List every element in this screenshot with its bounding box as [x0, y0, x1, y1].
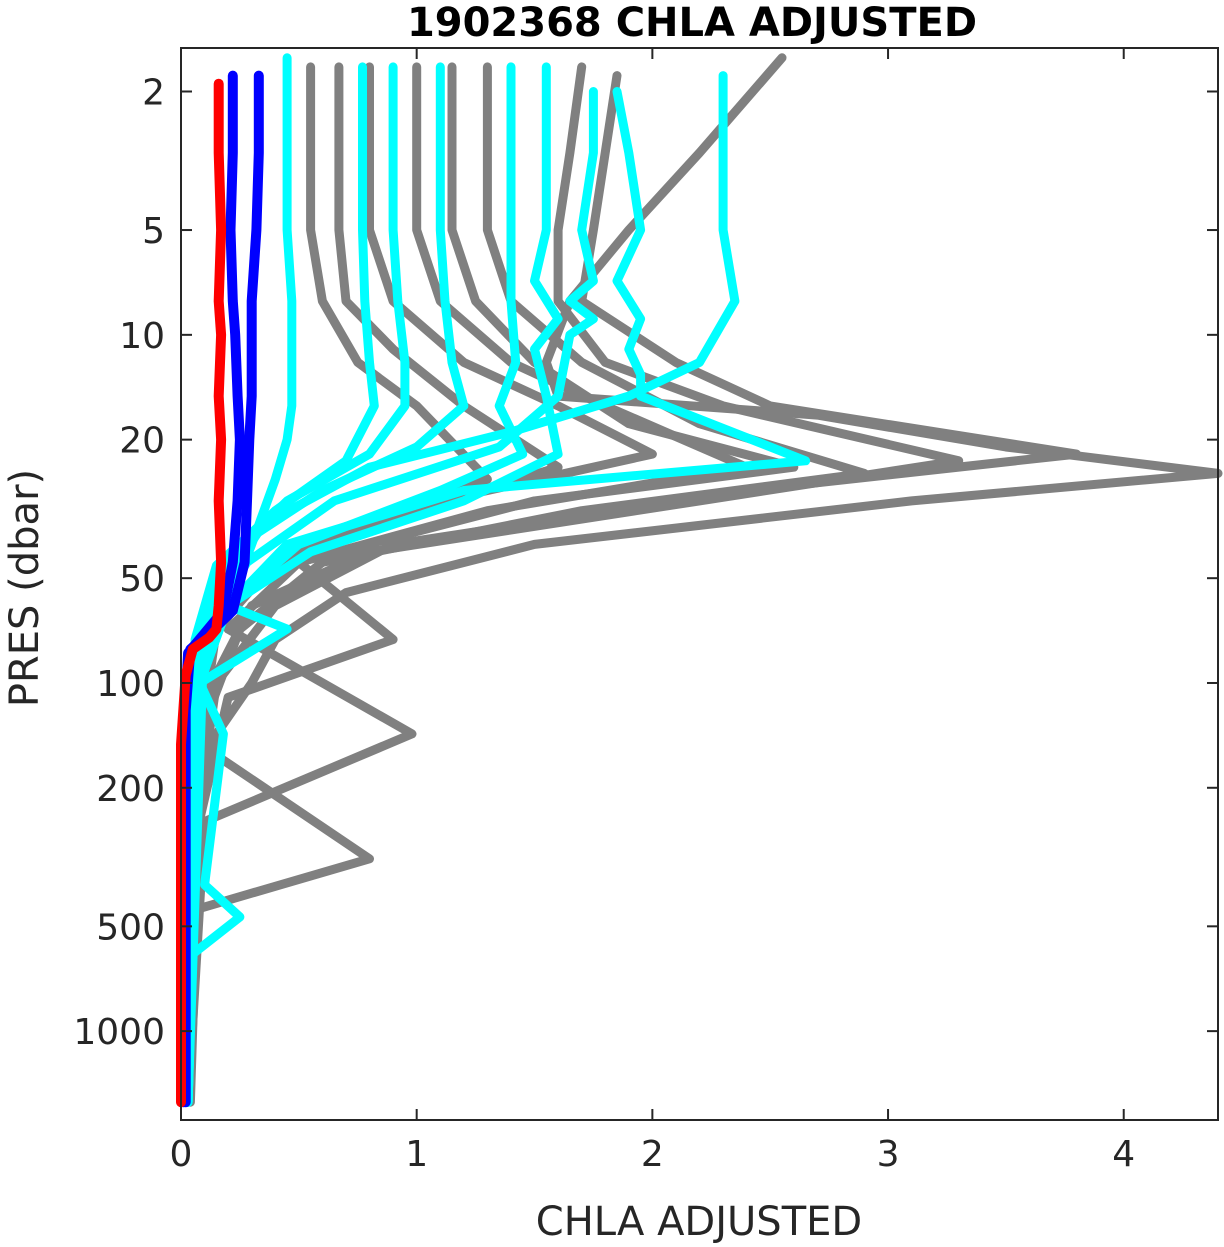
series-line-older-5	[183, 62, 752, 1107]
y-tick-label: 500	[96, 907, 165, 948]
y-tick-label: 100	[96, 664, 165, 705]
series-line-latest-20	[176, 78, 227, 1108]
x-tick-label: 3	[877, 1134, 900, 1175]
x-tick-label: 1	[405, 1134, 428, 1175]
axes-box	[180, 47, 1219, 1121]
y-tick-label: 5	[142, 211, 165, 252]
y-axis-label: PRES (dbar)	[2, 469, 48, 707]
profiles	[176, 53, 1223, 1108]
series-line-older-4	[181, 62, 799, 1107]
x-axis-label: CHLA ADJUSTED	[536, 1199, 862, 1245]
series-line-older-6	[181, 62, 657, 1107]
x-tick-label: 4	[1112, 1134, 1135, 1175]
series-line-recent-17	[181, 53, 297, 1107]
y-axis: 2 5 10 20 50 100 200 500 1000	[73, 72, 1218, 1053]
series-line-recent-16	[181, 62, 379, 1107]
x-axis: 0 1 2 3 4	[170, 48, 1135, 1175]
y-tick-label: 200	[96, 769, 165, 810]
y-tick-label: 1000	[73, 1012, 165, 1053]
y-tick-label: 50	[119, 559, 165, 600]
y-tick-label: 2	[142, 72, 165, 113]
y-tick-label: 10	[119, 316, 165, 357]
x-tick-label: 2	[641, 1134, 664, 1175]
chart-title: 1902368 CHLA ADJUSTED	[407, 0, 977, 46]
x-tick-label: 0	[170, 1134, 193, 1175]
y-tick-label: 20	[119, 421, 165, 462]
